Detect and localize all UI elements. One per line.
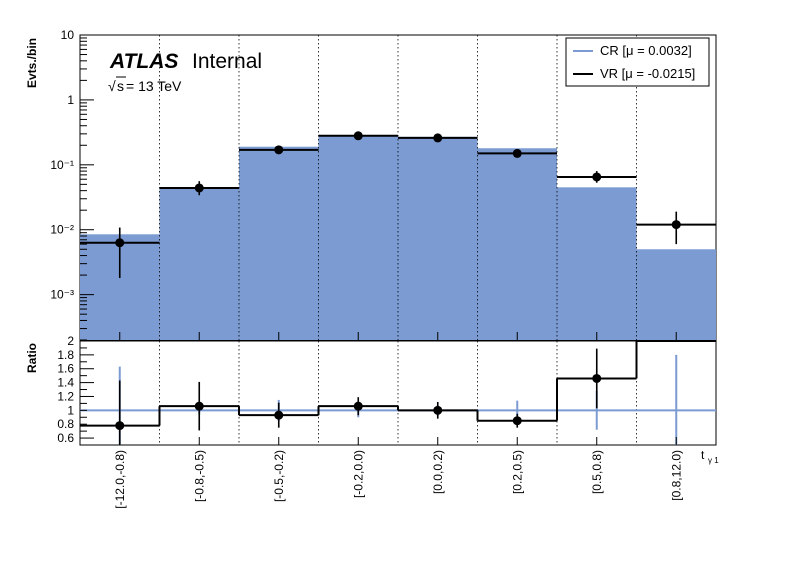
ratio-y-tick-label: 0.6 — [57, 431, 74, 445]
x-axis-title-subscript: γ 1 — [708, 456, 719, 465]
ratio-y-axis-title: Ratio — [25, 343, 39, 373]
main-y-tick-label: 10⁻¹ — [50, 158, 74, 172]
x-category-label: [0.0,0.2) — [431, 450, 445, 494]
ratio-y-tick-label: 1.6 — [57, 362, 74, 376]
vr-point — [592, 172, 602, 182]
main-y-axis-title: Evts./bin — [25, 38, 39, 88]
ratio-point — [433, 405, 443, 415]
ratio-y-tick-label: 2 — [67, 334, 74, 348]
main-y-tick-label: 1 — [67, 93, 74, 107]
ratio-point — [194, 401, 204, 411]
vr-point — [115, 238, 125, 248]
vr-point — [274, 145, 284, 155]
cr-bar — [477, 148, 557, 340]
ratio-point — [592, 373, 602, 383]
ratio-point — [512, 416, 522, 426]
ratio-point — [274, 410, 284, 420]
cr-bar — [398, 136, 478, 340]
vr-point — [194, 183, 204, 193]
ratio-y-tick-label: 1 — [67, 403, 74, 417]
x-category-label: [-0.8,-0.5) — [192, 450, 206, 502]
vr-point — [353, 131, 363, 141]
ratio-point — [115, 421, 125, 431]
legend-entry-cr: CR [μ = 0.0032] — [600, 43, 692, 58]
sqrt-symbol: √ — [108, 78, 116, 94]
cr-bar — [318, 135, 398, 340]
x-category-label: [-12.0,-0.8) — [113, 450, 127, 509]
vr-point — [671, 220, 681, 230]
x-axis-title: t — [701, 448, 705, 462]
x-category-label: [0.5,0.8) — [590, 450, 604, 494]
internal-label: Internal — [192, 50, 262, 73]
legend-box — [565, 37, 710, 87]
main-y-tick-label: 10⁻³ — [50, 288, 74, 302]
cr-bar — [557, 187, 637, 340]
x-category-label: [0.8,12.0) — [669, 450, 683, 501]
energy-variable: s — [117, 78, 124, 94]
main-y-tick-label: 10⁻² — [50, 223, 74, 237]
legend-entry-vr: VR [μ = -0.0215] — [600, 66, 695, 81]
main-y-tick-label: 10 — [61, 28, 75, 42]
vr-point — [433, 133, 443, 143]
ratio-point — [353, 401, 363, 411]
ratio-y-tick-label: 1.4 — [57, 376, 74, 390]
x-category-label: [0.2,0.5) — [510, 450, 524, 494]
x-category-label: [-0.2,0.0) — [351, 450, 365, 498]
legend: CR [μ = 0.0032] VR [μ = -0.0215] — [565, 37, 710, 87]
cr-bar — [159, 187, 239, 340]
ratio-y-tick-label: 1.8 — [57, 348, 74, 362]
ratio-y-tick-label: 1.2 — [57, 389, 74, 403]
x-category-label: [-0.5,-0.2) — [272, 450, 286, 502]
ratio-y-tick-label: 0.8 — [57, 417, 74, 431]
vr-point — [512, 148, 522, 158]
atlas-label: ATLAS — [109, 50, 178, 73]
cr-bar — [239, 146, 319, 340]
cr-bar — [636, 249, 716, 340]
energy-value: = 13 TeV — [126, 78, 182, 94]
